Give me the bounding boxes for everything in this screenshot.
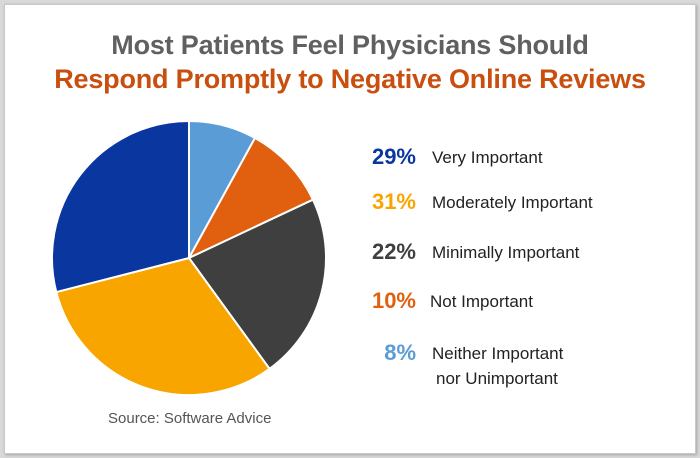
legend-label: Neither Important <box>432 344 564 363</box>
pie-slice-minimally-important <box>187 198 327 371</box>
pie-slice-moderately-important <box>55 256 271 397</box>
legend-pct: 29% <box>371 144 416 169</box>
legend-label-line2: nor Unimportant <box>436 369 558 388</box>
legend-pct: 10% <box>371 288 416 313</box>
pie-slice-not-important <box>186 136 315 261</box>
legend-pct: 31% <box>371 189 416 214</box>
legend-label: Not Important <box>430 292 533 311</box>
chart-title-line1: Most Patients Feel Physicians Should <box>111 30 589 60</box>
legend-label: Moderately Important <box>432 193 593 212</box>
pie-slice-very-important <box>51 119 190 294</box>
legend-pct: 22% <box>371 239 416 264</box>
chart-title-line2: Respond Promptly to Negative Online Revi… <box>54 64 646 94</box>
legend-label: Minimally Important <box>432 243 580 262</box>
source-note: Source: Software Advice <box>108 410 272 427</box>
legend-pct: 8% <box>384 340 416 365</box>
legend-label: Very Important <box>432 148 543 167</box>
